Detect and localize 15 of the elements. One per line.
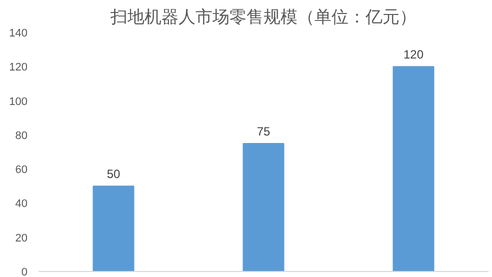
- data-label: 120: [403, 48, 424, 62]
- data-label: 75: [256, 124, 270, 138]
- y-tick-label: 40: [15, 198, 28, 210]
- y-tick-label: 100: [9, 96, 28, 108]
- data-label: 50: [106, 167, 120, 182]
- chart-title: 扫地机器人市场零售规模（单位：亿元）: [110, 8, 416, 28]
- y-tick-label: 140: [9, 28, 28, 40]
- y-tick-label: 80: [15, 130, 28, 142]
- bar: [392, 66, 434, 272]
- y-tick-label: 20: [15, 232, 28, 244]
- y-tick-label: 60: [15, 164, 28, 176]
- bar: [242, 142, 284, 272]
- bar: [92, 186, 134, 272]
- y-tick-label: 120: [9, 62, 28, 74]
- y-tick-label: 0: [21, 266, 28, 277]
